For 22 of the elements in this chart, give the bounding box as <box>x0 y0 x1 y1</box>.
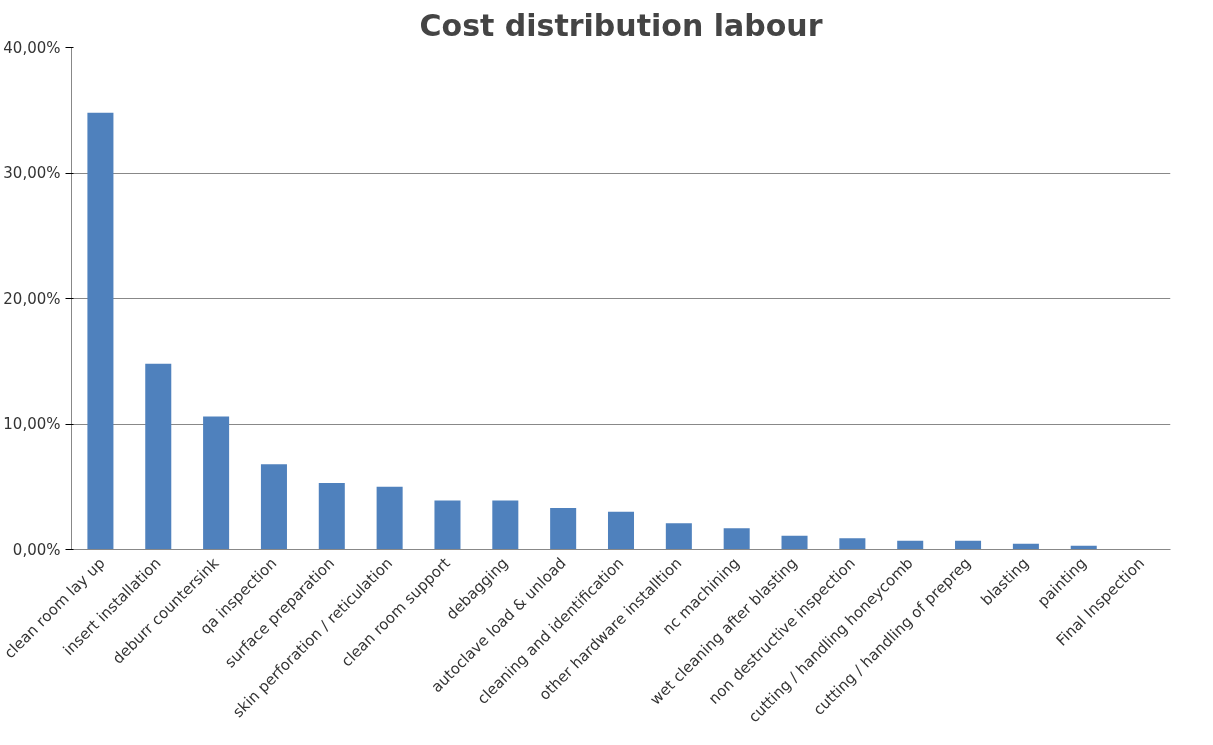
bar <box>550 508 577 550</box>
bar <box>492 500 519 550</box>
y-tick-label: 10,00% <box>3 415 61 433</box>
y-tick-label: 0,00% <box>12 540 61 559</box>
bar <box>260 464 287 550</box>
y-tick-label: 30,00% <box>3 164 61 182</box>
bar <box>955 540 982 550</box>
y-tick-label: 20,00% <box>3 289 61 308</box>
bar <box>723 528 750 550</box>
y-tick-label: 40,00% <box>3 38 61 57</box>
bar <box>376 486 403 550</box>
bar <box>607 511 635 550</box>
bar <box>203 416 230 550</box>
bar <box>665 523 692 550</box>
chart-title: Cost distribution labour <box>419 7 823 43</box>
bar <box>145 363 172 550</box>
bar <box>897 540 924 550</box>
bar <box>839 538 866 550</box>
bar <box>318 482 345 550</box>
bar <box>87 112 114 550</box>
bar <box>781 535 808 550</box>
bar <box>434 500 461 550</box>
